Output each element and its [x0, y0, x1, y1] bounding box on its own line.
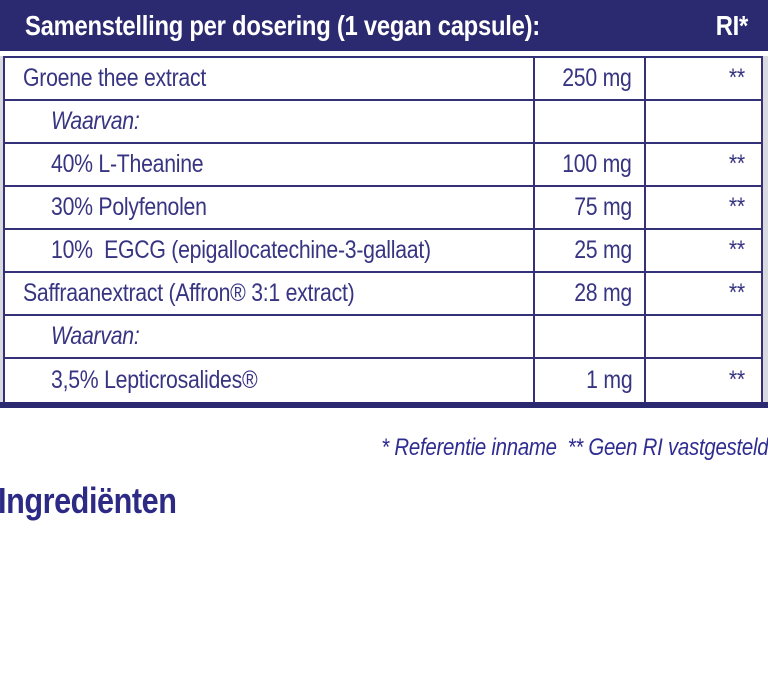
composition-table: Groene thee extract 250 mg ** Waarvan: 4… — [3, 56, 763, 402]
ingredient-name: Groene thee extract — [23, 64, 206, 92]
ri-value: ** — [728, 366, 745, 394]
table-row: 30% Polyfenolen 75 mg ** — [5, 187, 761, 230]
ri-cell: ** — [644, 359, 761, 402]
ri-value: ** — [728, 150, 745, 178]
ingredient-name-cell: Waarvan: — [5, 316, 533, 357]
ingredient-name-cell: 30% Polyfenolen — [5, 187, 533, 228]
amount-cell: 28 mg — [533, 273, 644, 314]
ri-value: ** — [728, 236, 745, 264]
ri-cell: ** — [644, 230, 761, 271]
ri-cell: ** — [644, 144, 761, 185]
composition-table-wrapper: Groene thee extract 250 mg ** Waarvan: 4… — [0, 56, 768, 408]
ri-cell: ** — [644, 58, 761, 99]
footnote: * Referentie inname ** Geen RI vastgeste… — [0, 434, 768, 462]
ri-cell: ** — [644, 187, 761, 228]
ri-cell: ** — [644, 273, 761, 314]
ingredient-name-cell: Waarvan: — [5, 101, 533, 142]
amount-value: 25 mg — [574, 236, 632, 264]
amount-cell: 100 mg — [533, 144, 644, 185]
amount-cell — [533, 316, 644, 357]
table-row: Groene thee extract 250 mg ** — [5, 58, 761, 101]
ingredient-name-cell: 10% EGCG (epigallocatechine-3-gallaat) — [5, 230, 533, 271]
ingredient-name: 40% L-Theanine — [51, 150, 204, 178]
ri-cell — [644, 101, 761, 142]
ri-value: ** — [728, 279, 745, 307]
amount-cell: 250 mg — [533, 58, 644, 99]
ingredient-name: 30% Polyfenolen — [51, 193, 207, 221]
ingredient-name-cell: Saffraanextract (Affron® 3:1 extract) — [5, 273, 533, 314]
amount-cell: 75 mg — [533, 187, 644, 228]
ingredient-name: Saffraanextract (Affron® 3:1 extract) — [23, 279, 355, 307]
amount-cell: 25 mg — [533, 230, 644, 271]
amount-cell: 1 mg — [533, 359, 644, 402]
footnote-text: * Referentie inname ** Geen RI vastgeste… — [380, 434, 768, 461]
table-row: Saffraanextract (Affron® 3:1 extract) 28… — [5, 273, 761, 316]
ingredient-name-cell: Groene thee extract — [5, 58, 533, 99]
ri-value: ** — [728, 193, 745, 221]
amount-cell — [533, 101, 644, 142]
amount-value: 100 mg — [562, 150, 633, 178]
ri-cell — [644, 316, 761, 357]
table-title: Samenstelling per dosering (1 vegan caps… — [25, 9, 540, 41]
ingredient-name: Waarvan: — [51, 322, 140, 350]
ingredient-name: 3,5% Lepticrosalides® — [51, 366, 258, 394]
table-row: Waarvan: — [5, 316, 761, 359]
table-row: 10% EGCG (epigallocatechine-3-gallaat) 2… — [5, 230, 761, 273]
table-header-band: Samenstelling per dosering (1 vegan caps… — [0, 0, 768, 51]
ingredient-name: 10% EGCG (epigallocatechine-3-gallaat) — [51, 236, 431, 264]
ri-value: ** — [728, 64, 745, 92]
section-heading: Ingrediënten — [0, 480, 768, 522]
ingredient-name: Waarvan: — [51, 107, 140, 135]
ingredient-name-cell: 40% L-Theanine — [5, 144, 533, 185]
amount-value: 28 mg — [574, 279, 632, 307]
amount-value: 75 mg — [574, 193, 632, 221]
table-row: Waarvan: — [5, 101, 761, 144]
amount-value: 250 mg — [562, 64, 633, 92]
table-row: 3,5% Lepticrosalides® 1 mg ** — [5, 359, 761, 402]
ri-column-header: RI* — [715, 9, 749, 41]
amount-value: 1 mg — [585, 366, 632, 394]
ingredient-name-cell: 3,5% Lepticrosalides® — [5, 359, 533, 402]
section-heading-text: Ingrediënten — [0, 480, 177, 521]
table-row: 40% L-Theanine 100 mg ** — [5, 144, 761, 187]
